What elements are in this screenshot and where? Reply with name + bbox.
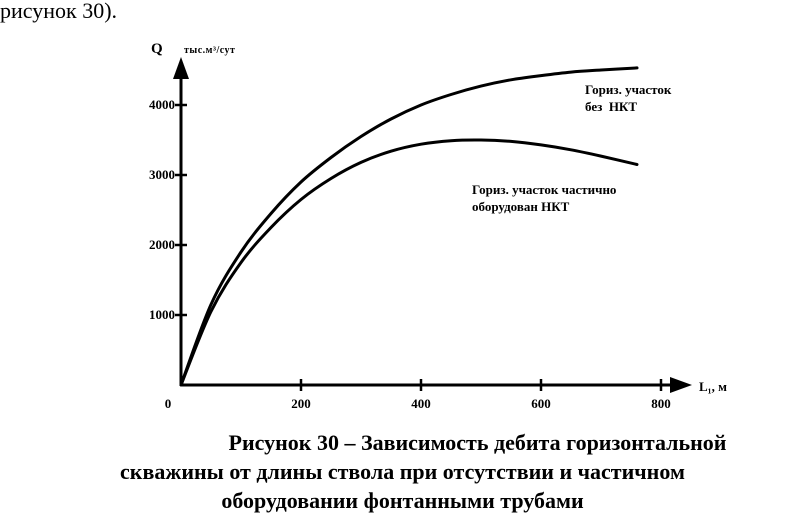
y-axis-label: Q — [151, 41, 163, 57]
top-text-fragment: рисунок 30). — [0, 0, 118, 23]
annotations: Гориз. участок без НКТ Гориз. участок част… — [472, 82, 672, 214]
series-label-2: Гориз. участок частично оборудован НКТ — [472, 182, 616, 214]
x-tick-label: 800 — [651, 396, 671, 411]
series-line-1 — [179, 66, 639, 387]
y-axis-unit: тыс.м³/сут — [184, 45, 235, 56]
series-label-1: Гориз. участок без НКТ — [585, 82, 672, 114]
caption-line-1: Рисунок 30 – Зависимость дебита горизонт… — [228, 430, 727, 455]
y-tick-label: 3000 — [149, 167, 175, 182]
chart: 0 200 400 600 800 1000 2000 3000 4000 Q тыс.м³/с… — [149, 41, 727, 411]
y-tick-label: 2000 — [149, 237, 175, 252]
ticks: 0 200 400 600 800 1000 2000 3000 4000 — [149, 97, 671, 411]
x-tick-label: 200 — [291, 396, 311, 411]
x-tick-label: 0 — [165, 396, 172, 411]
x-tick-label: 400 — [411, 396, 431, 411]
y-tick-label: 4000 — [149, 97, 175, 112]
y-axis-arrow — [173, 57, 189, 79]
figure-caption: Рисунок 30 – Зависимость дебита горизонт… — [0, 428, 805, 515]
x-axis-arrow — [670, 377, 692, 393]
caption-line-3: оборудовании фонтанными трубами — [221, 488, 584, 513]
x-axis-label: L₁, м — [699, 379, 727, 394]
x-tick-label: 600 — [531, 396, 551, 411]
axes — [173, 57, 692, 393]
series-lines — [179, 66, 639, 387]
y-tick-label: 1000 — [149, 307, 175, 322]
caption-line-2: скважины от длины ствола при отсутствии … — [120, 459, 685, 484]
series-line-2 — [179, 138, 639, 387]
